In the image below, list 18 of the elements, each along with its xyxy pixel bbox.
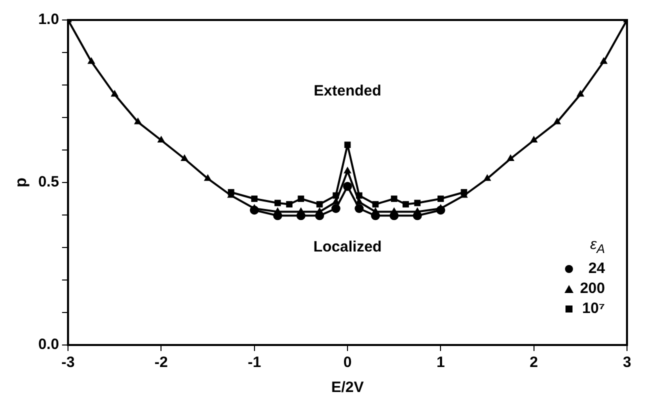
x-tick-label: 3	[622, 354, 632, 372]
y-tick-label: 0.5	[38, 174, 60, 191]
legend-title: ε$_{A}$	[589, 235, 605, 258]
x-axis-title: E/2V	[331, 379, 364, 396]
x-tick-label: -2	[154, 354, 168, 372]
annotation: Extended	[314, 82, 382, 100]
y-tick-label: 0.0	[38, 336, 60, 354]
x-tick-label: 2	[530, 354, 538, 372]
annotation: Localized	[313, 238, 382, 256]
legend-label: 10⁷	[582, 299, 605, 319]
x-tick-label: -3	[61, 354, 75, 372]
x-tick-label: 0	[343, 354, 352, 372]
y-tick-label: 1.0	[38, 11, 60, 28]
x-tick-label: -1	[248, 354, 262, 372]
y-axis-title: p	[13, 177, 30, 188]
legend-label: 24	[588, 259, 605, 279]
legend-label: 200	[580, 279, 605, 299]
x-tick-label: 1	[436, 354, 445, 372]
